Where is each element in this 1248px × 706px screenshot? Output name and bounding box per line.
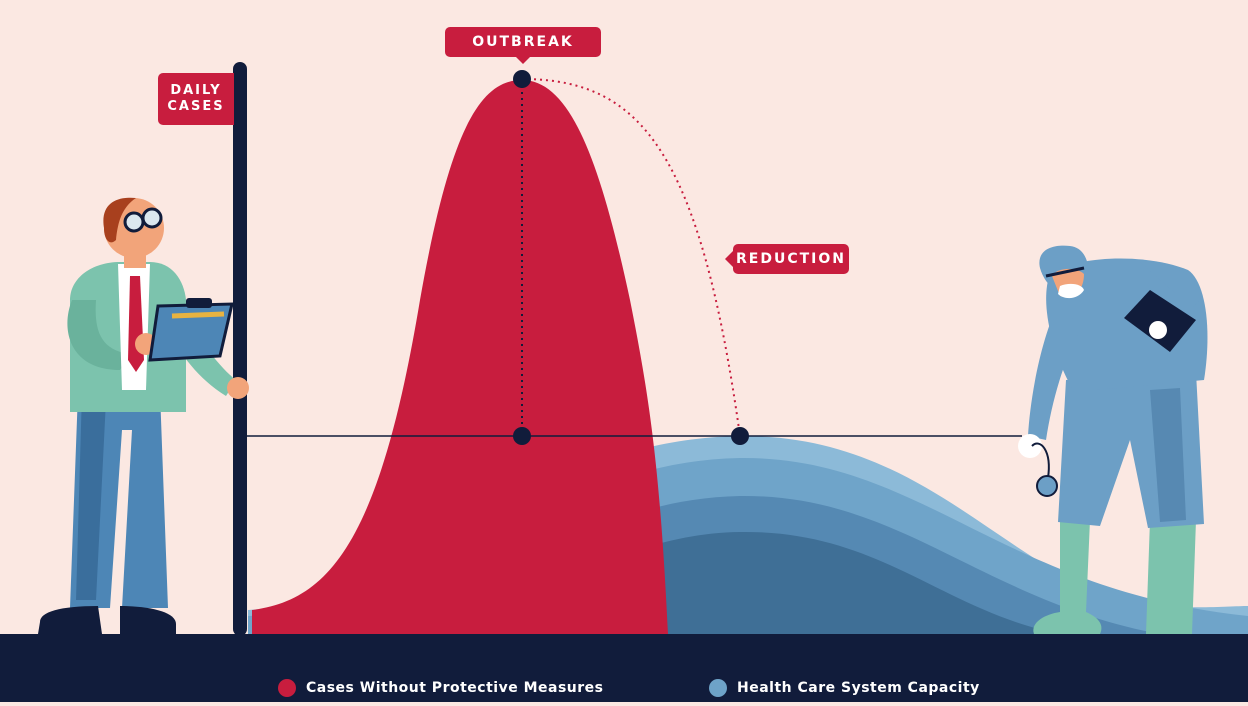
daily-cases-label: DAILY CASES: [158, 73, 234, 125]
legend-capacity-label: Health Care System Capacity: [737, 680, 980, 696]
doctor-figure: [38, 197, 249, 634]
outbreak-peak-point: [513, 70, 531, 88]
legend-red-dot-icon: [278, 679, 296, 697]
daily-cases-pole: [233, 62, 247, 636]
capacity-point-right: [731, 427, 749, 445]
clipboard-icon: [148, 298, 234, 362]
outbreak-curve: [252, 80, 668, 634]
reduction-label: REDUCTION: [725, 244, 849, 274]
medic-glove-left: [1018, 434, 1042, 458]
legend-blue-dot-icon: [709, 679, 727, 697]
outbreak-label: OUTBREAK: [445, 27, 601, 64]
legend-item-cases: Cases Without Protective Measures: [278, 676, 603, 700]
legend-item-capacity: Health Care System Capacity: [709, 676, 980, 700]
medic-figure: [1018, 245, 1208, 645]
reduction-arc: [527, 78, 741, 437]
daily-cases-label-line2: CASES: [167, 99, 225, 114]
medic-clipboard-icon: [1124, 290, 1196, 352]
footer-bar: [0, 634, 1248, 702]
capacity-point-left: [513, 427, 531, 445]
stethoscope-icon: [1031, 442, 1058, 497]
legend-cases-label: Cases Without Protective Measures: [306, 680, 604, 696]
daily-cases-label-line1: DAILY: [170, 83, 222, 98]
glasses-icon: [123, 207, 163, 233]
